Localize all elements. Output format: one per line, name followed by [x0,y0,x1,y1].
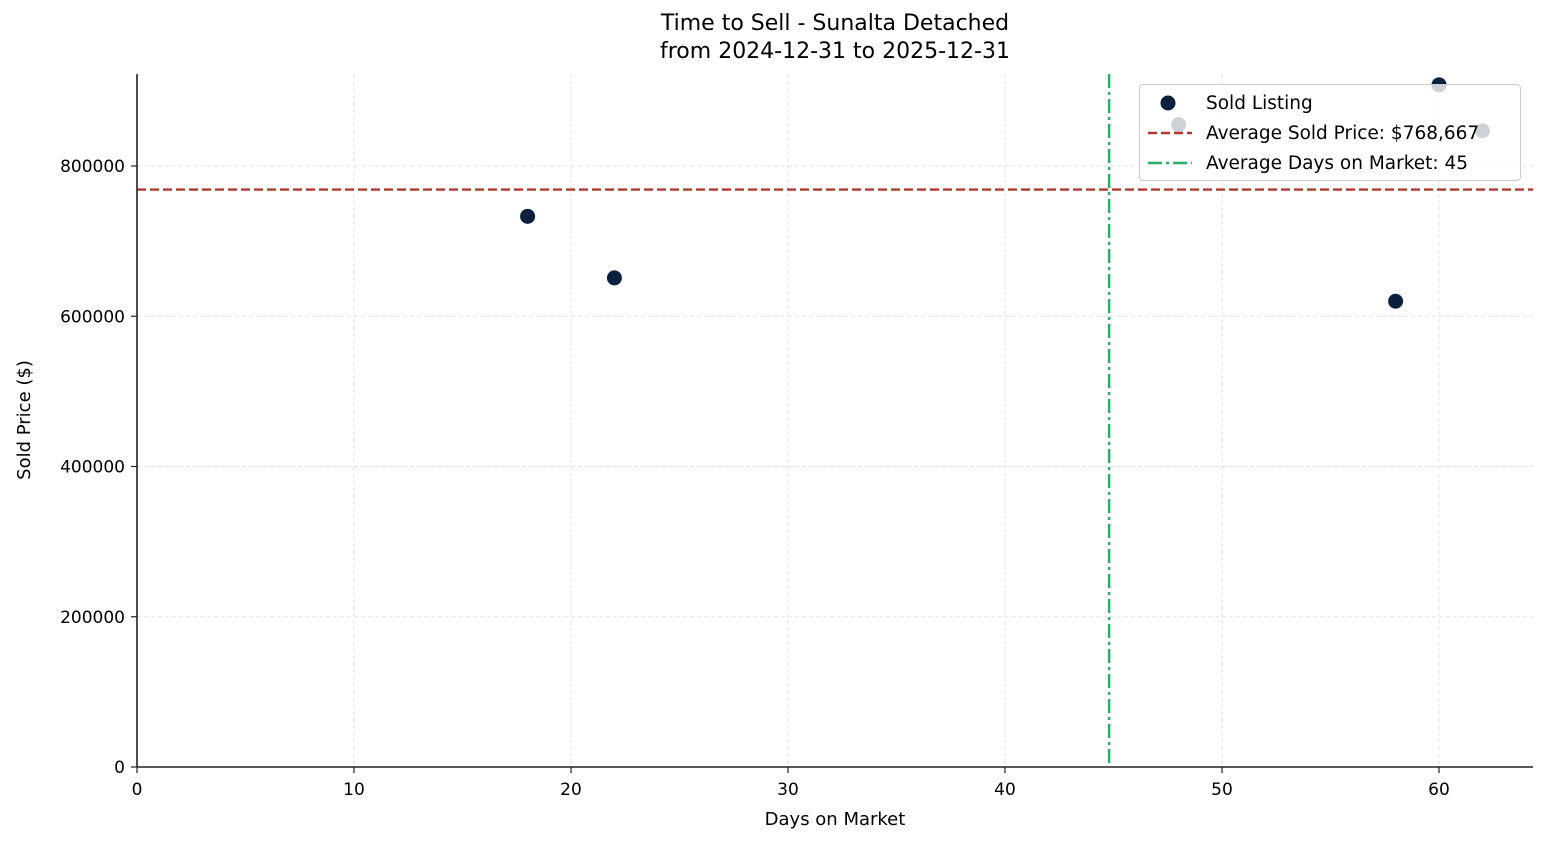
x-tick-label: 30 [777,780,799,800]
y-tick-label: 0 [114,758,125,778]
chart-title-line1: Time to Sell - Sunalta Detached [660,11,1010,36]
y-axis-label: Sold Price ($) [14,360,35,480]
x-tick-label: 40 [994,780,1016,800]
x-tick-label: 0 [132,780,143,800]
tick-labels: 0 10 20 30 40 50 60 0 200000 400000 600000 800000 [60,157,1450,800]
y-tick-label: 800000 [60,157,125,177]
legend-label-avg-days: Average Days on Market: 45 [1206,152,1469,174]
data-point [520,208,536,224]
y-tick-label: 200000 [60,608,125,628]
axes [131,74,1533,773]
legend: Sold Listing Average Sold Price: $768,66… [1139,84,1521,181]
y-tick-label: 600000 [60,307,125,327]
data-point [606,270,622,286]
chart-subtitle: from 2024-12-31 to 2025-12-31 [660,39,1010,64]
y-tick-label: 400000 [60,458,125,478]
x-tick-label: 10 [343,780,365,800]
legend-label-avg-price: Average Sold Price: $768,667 [1206,122,1480,144]
legend-label-sold: Sold Listing [1206,92,1313,114]
x-tick-label: 60 [1428,780,1450,800]
x-axis-label: Days on Market [765,809,906,830]
dashed-line-icon [1148,131,1192,135]
chart-title: Time to Sell - Sunalta Detached from 202… [0,10,1547,66]
dashdot-line-icon [1148,161,1192,165]
reference-lines [137,74,1533,767]
x-tick-label: 50 [1211,780,1233,800]
data-point [1388,293,1404,309]
x-tick-label: 20 [560,780,582,800]
scatter-marker-icon [1160,95,1176,111]
